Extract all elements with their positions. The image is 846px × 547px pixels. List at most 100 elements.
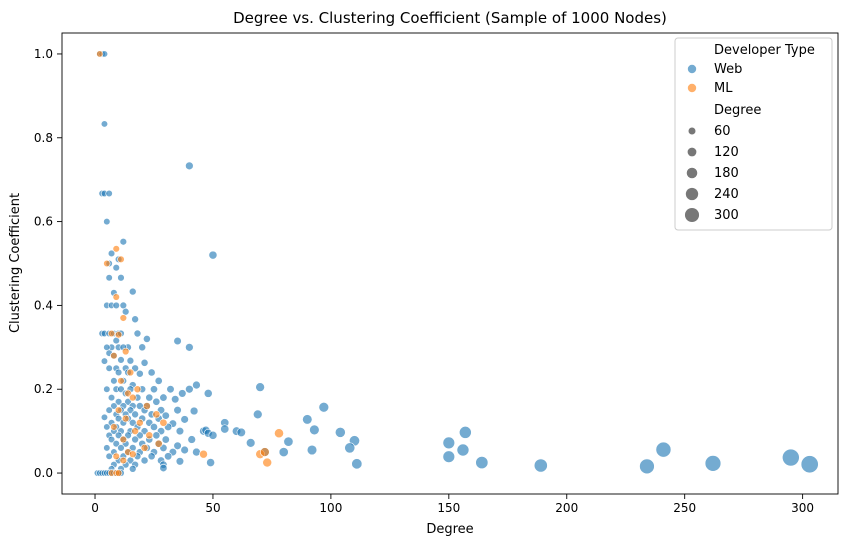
data-point-web [192,380,201,390]
legend-size-marker [686,167,698,179]
data-point-web [112,440,120,448]
legend-marker-ml [687,83,697,93]
data-point-web [138,343,147,352]
data-point-web [103,218,111,226]
data-point-web [185,385,194,394]
legend-hue-title: Developer Type [714,43,815,58]
legend-size-marker [685,187,699,201]
data-point-web [800,455,819,474]
data-point-web [145,393,154,402]
data-point-web [117,356,125,364]
data-point-web [140,456,149,465]
data-point-web [147,368,156,377]
y-tick-label: 0.6 [34,215,53,229]
data-point-ml [124,389,132,398]
legend-box [674,37,833,231]
data-point-ml [121,347,130,356]
data-point-web [161,411,170,420]
data-point-ml [145,431,154,440]
data-point-web [150,385,158,394]
data-point-web [114,398,123,406]
data-point-ml [112,245,120,253]
data-point-web [135,431,144,440]
data-point-web [131,364,139,373]
legend-size-marker [687,147,697,157]
data-point-web [105,452,113,460]
data-point-ml [262,457,273,468]
data-point-web [103,444,111,452]
data-point-web [351,458,363,470]
data-point-web [246,438,256,448]
legend-marker-web [687,64,697,74]
data-point-web [255,382,265,392]
data-point-web [131,435,139,444]
y-axis-label: Clustering Coefficient [8,193,23,333]
data-point-web [185,343,194,352]
data-point-web [128,465,137,473]
data-point-web [208,430,218,440]
data-point-web [107,249,116,258]
data-point-web [185,161,194,171]
y-tick-label: 0.4 [34,298,53,312]
data-point-ml [110,352,118,360]
x-tick-label: 250 [673,501,696,515]
legend-label-ml: ML [714,81,733,96]
data-point-web [119,237,128,246]
data-point-web [100,120,109,128]
data-point-web [442,436,456,450]
data-point-web [124,398,132,406]
data-point-web [318,402,330,413]
data-point-ml [159,418,168,427]
legend-size-label: 240 [714,187,739,202]
data-point-web [105,406,113,414]
x-axis-label: Degree [426,522,473,537]
x-tick-label: 100 [319,501,342,515]
data-point-web [140,358,149,367]
data-point-web [189,406,199,416]
data-point-web [124,431,132,440]
data-point-ml [274,428,284,439]
data-point-web [112,264,120,272]
data-point-web [334,427,346,438]
data-point-web [119,301,128,310]
data-point-web [533,458,548,473]
data-point-web [442,450,456,463]
data-point-web [100,413,109,421]
data-point-web [655,441,672,458]
data-point-web [100,357,109,365]
data-point-ml [103,259,111,268]
data-point-web [135,369,144,378]
data-point-web [154,376,163,385]
data-point-web [475,456,489,470]
data-point-web [103,423,111,431]
data-point-web [173,336,182,346]
data-point-ml [117,255,125,264]
data-point-web [278,447,289,458]
legend-size-label: 180 [714,166,739,181]
data-point-web [152,431,161,440]
y-tick-label: 0.0 [34,466,53,480]
legend-size-marker [684,207,700,223]
data-point-web [192,447,201,457]
data-point-web [150,422,158,431]
data-point-web [159,463,168,473]
data-point-web [114,431,123,440]
data-point-ml [131,427,139,435]
data-point-web [302,414,313,425]
x-tick-label: 150 [437,501,460,515]
data-point-web [173,441,182,450]
data-point-web [112,301,120,310]
data-point-web [208,250,218,260]
data-point-web [147,452,156,461]
data-point-ml [126,368,135,377]
data-point-web [236,427,246,438]
data-point-web [117,274,125,282]
plot-area [61,32,839,495]
data-point-web [180,415,189,424]
legend-size-marker [688,127,696,135]
data-point-ml [135,418,144,427]
data-point-ml [117,377,125,385]
data-point-web [704,455,722,472]
y-tick-label: 0.2 [34,382,53,396]
